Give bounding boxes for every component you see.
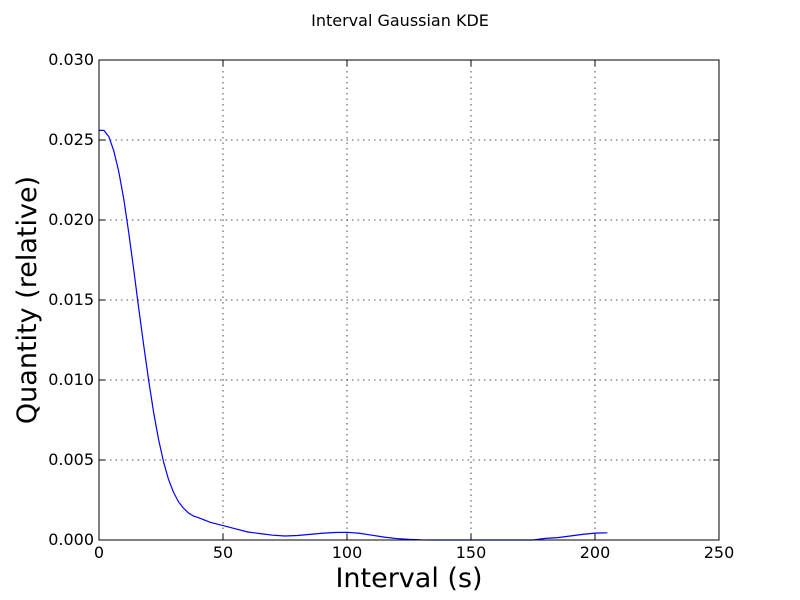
x-tick-label: 100 bbox=[332, 543, 363, 562]
y-tick-label: 0.005 bbox=[48, 450, 94, 469]
series-layer bbox=[99, 129, 608, 541]
kde-series-line bbox=[99, 129, 608, 541]
grid-layer bbox=[99, 60, 719, 540]
ticks-layer bbox=[98, 59, 720, 541]
x-tick-label: 200 bbox=[580, 543, 611, 562]
y-tick-label: 0.010 bbox=[48, 370, 94, 389]
chart-title: Interval Gaussian KDE bbox=[311, 11, 489, 30]
y-tick-label: 0.025 bbox=[48, 130, 94, 149]
plot-frame bbox=[98, 59, 720, 541]
y-tick-label: 0.000 bbox=[48, 530, 94, 549]
x-tick-label: 250 bbox=[704, 543, 735, 562]
x-tick-label: 150 bbox=[456, 543, 487, 562]
x-tick-label: 0 bbox=[94, 543, 104, 562]
y-axis-label: Quantity (relative) bbox=[12, 176, 43, 424]
tick-labels-layer: 0 50 100 150 200 250 0.000 0.005 0.010 0.015 0.020… bbox=[48, 50, 734, 562]
x-axis-label: Interval (s) bbox=[335, 563, 482, 594]
y-tick-label: 0.020 bbox=[48, 210, 94, 229]
x-tick-label: 50 bbox=[213, 543, 233, 562]
y-tick-label: 0.015 bbox=[48, 290, 94, 309]
y-tick-label: 0.030 bbox=[48, 50, 94, 69]
